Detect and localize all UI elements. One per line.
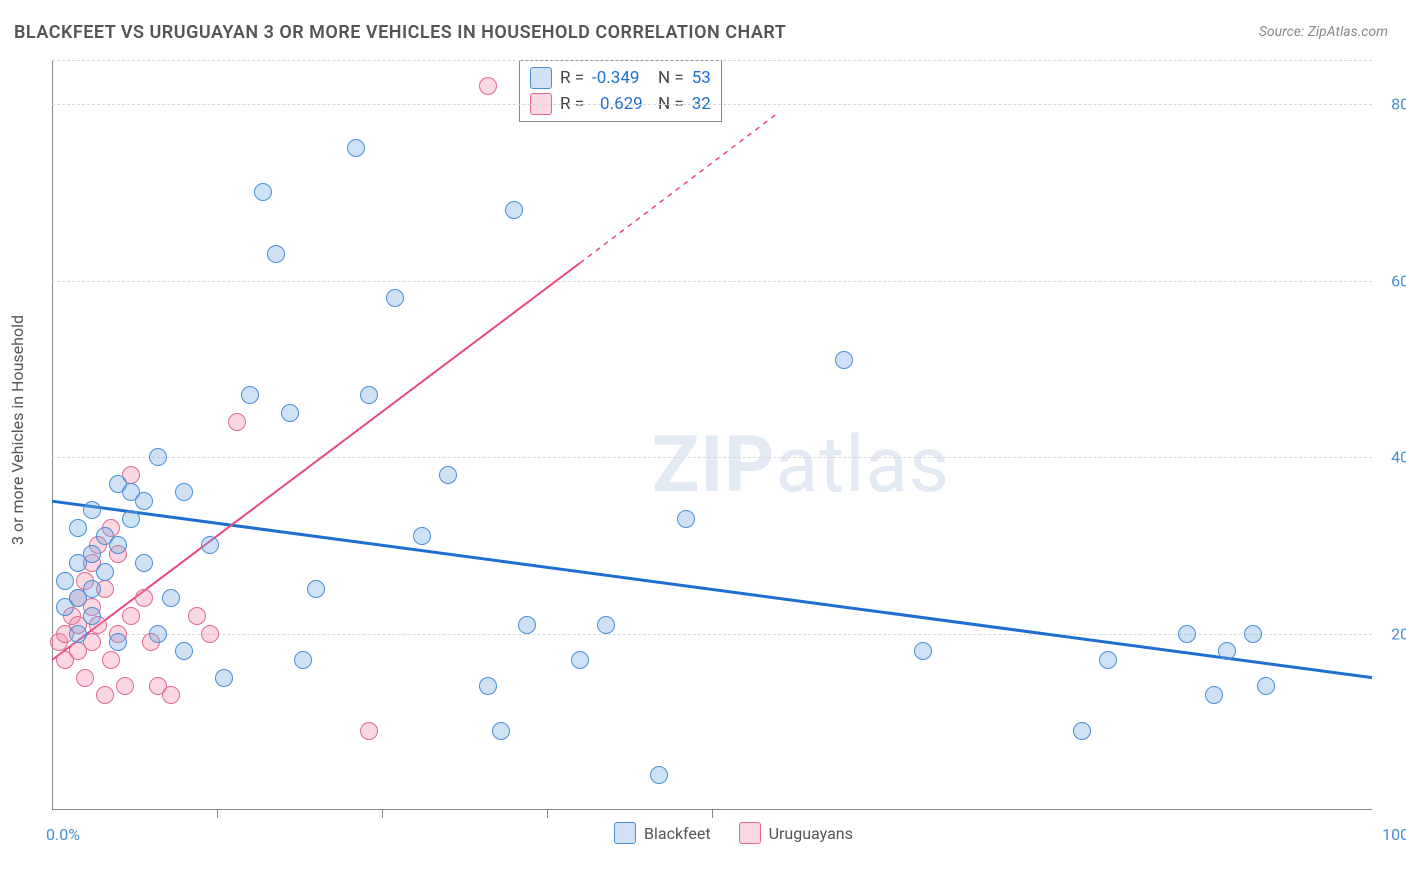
- x-tick-label: 100.0%: [1382, 825, 1406, 844]
- data-point-blackfeet: [69, 625, 87, 643]
- data-point-blackfeet: [413, 527, 431, 545]
- chart-source: Source: ZipAtlas.com: [1259, 24, 1388, 40]
- legend-item-uruguayans: Uruguayans: [739, 822, 853, 844]
- data-point-blackfeet: [1099, 651, 1117, 669]
- data-point-blackfeet: [149, 625, 167, 643]
- data-point-blackfeet: [83, 545, 101, 563]
- data-point-blackfeet: [307, 580, 325, 598]
- x-tick-label: 0.0%: [46, 825, 80, 844]
- data-point-uruguayans: [188, 607, 206, 625]
- data-point-blackfeet: [109, 536, 127, 554]
- data-point-uruguayans: [201, 625, 219, 643]
- regression-blackfeet: [52, 501, 1372, 677]
- data-point-blackfeet: [215, 669, 233, 687]
- data-point-blackfeet: [267, 245, 285, 263]
- data-point-blackfeet: [914, 642, 932, 660]
- data-point-blackfeet: [175, 483, 193, 501]
- legend-series: Blackfeet Uruguayans: [614, 822, 853, 844]
- data-point-blackfeet: [96, 563, 114, 581]
- regression-uruguayans: [52, 263, 580, 660]
- data-point-blackfeet: [360, 386, 378, 404]
- data-point-blackfeet: [294, 651, 312, 669]
- data-point-blackfeet: [597, 616, 615, 634]
- data-point-uruguayans: [76, 669, 94, 687]
- chart-title: BLACKFEET VS URUGUAYAN 3 OR MORE VEHICLE…: [14, 22, 786, 43]
- y-axis-title: 3 or more Vehicles in Household: [8, 315, 27, 545]
- data-point-uruguayans: [360, 722, 378, 740]
- x-tick: [217, 810, 218, 818]
- data-point-uruguayans: [162, 686, 180, 704]
- data-point-blackfeet: [439, 466, 457, 484]
- swatch-blackfeet: [614, 822, 636, 844]
- data-point-blackfeet: [122, 510, 140, 528]
- y-tick-label: 60.0%: [1391, 271, 1406, 290]
- data-point-blackfeet: [201, 536, 219, 554]
- regression-lines: [52, 60, 1372, 810]
- data-point-blackfeet: [1257, 677, 1275, 695]
- data-point-blackfeet: [677, 510, 695, 528]
- data-point-blackfeet: [386, 289, 404, 307]
- data-point-blackfeet: [571, 651, 589, 669]
- data-point-uruguayans: [122, 607, 140, 625]
- data-point-blackfeet: [175, 642, 193, 660]
- data-point-blackfeet: [135, 492, 153, 510]
- swatch-uruguayans: [739, 822, 761, 844]
- data-point-blackfeet: [1244, 625, 1262, 643]
- data-point-blackfeet: [1205, 686, 1223, 704]
- data-point-uruguayans: [135, 589, 153, 607]
- chart-container: BLACKFEET VS URUGUAYAN 3 OR MORE VEHICLE…: [0, 0, 1406, 892]
- data-point-blackfeet: [650, 766, 668, 784]
- data-point-blackfeet: [149, 448, 167, 466]
- data-point-blackfeet: [1073, 722, 1091, 740]
- y-tick-label: 40.0%: [1391, 448, 1406, 467]
- data-point-blackfeet: [241, 386, 259, 404]
- regression-uruguayans-dashed: [580, 113, 778, 263]
- x-tick: [712, 810, 713, 818]
- x-tick: [382, 810, 383, 818]
- x-tick: [547, 810, 548, 818]
- data-point-blackfeet: [254, 183, 272, 201]
- legend-label-uruguayans: Uruguayans: [769, 824, 853, 843]
- data-point-uruguayans: [228, 413, 246, 431]
- data-point-blackfeet: [56, 572, 74, 590]
- data-point-uruguayans: [102, 651, 120, 669]
- data-point-blackfeet: [69, 519, 87, 537]
- y-tick-label: 20.0%: [1391, 624, 1406, 643]
- data-point-blackfeet: [83, 580, 101, 598]
- data-point-uruguayans: [116, 677, 134, 695]
- plot-area: ZIPatlas R = -0.349 N = 53 R = 0.629 N =…: [52, 60, 1372, 810]
- data-point-blackfeet: [518, 616, 536, 634]
- data-point-blackfeet: [109, 633, 127, 651]
- data-point-blackfeet: [347, 139, 365, 157]
- legend-label-blackfeet: Blackfeet: [644, 824, 711, 843]
- data-point-blackfeet: [1218, 642, 1236, 660]
- legend-item-blackfeet: Blackfeet: [614, 822, 711, 844]
- data-point-blackfeet: [281, 404, 299, 422]
- data-point-blackfeet: [479, 677, 497, 695]
- data-point-blackfeet: [83, 501, 101, 519]
- data-point-blackfeet: [1178, 625, 1196, 643]
- data-point-blackfeet: [162, 589, 180, 607]
- data-point-blackfeet: [492, 722, 510, 740]
- data-point-uruguayans: [96, 686, 114, 704]
- y-tick-label: 80.0%: [1391, 95, 1406, 114]
- data-point-blackfeet: [835, 351, 853, 369]
- data-point-blackfeet: [135, 554, 153, 572]
- data-point-blackfeet: [83, 607, 101, 625]
- data-point-blackfeet: [505, 201, 523, 219]
- data-point-uruguayans: [479, 77, 497, 95]
